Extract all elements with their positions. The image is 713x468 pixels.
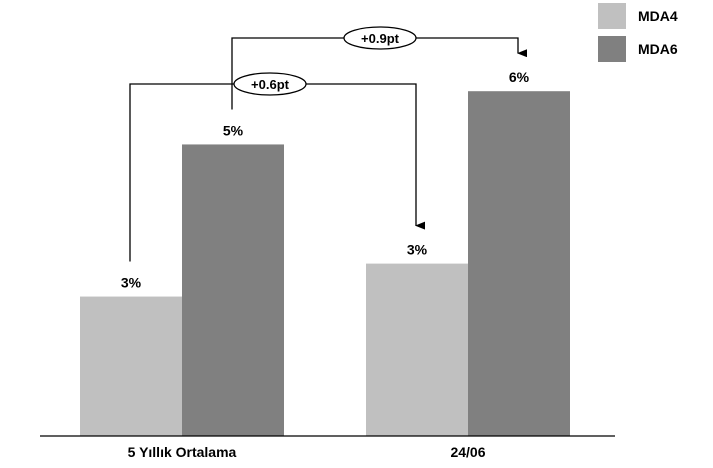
legend: MDA4 MDA6	[598, 3, 678, 69]
legend-swatch	[598, 3, 626, 29]
value-label: 3%	[121, 275, 142, 291]
annotation-label: +0.9pt	[361, 31, 400, 46]
legend-item-mda4: MDA4	[598, 3, 678, 29]
annotation-bubble	[233, 72, 307, 96]
annotation-bubble	[343, 26, 417, 50]
category-label: 5 Yıllık Ortalama	[128, 444, 237, 460]
annotation-label: +0.6pt	[251, 77, 290, 92]
bar-mda4-1	[366, 263, 468, 436]
value-label: 5%	[223, 122, 244, 138]
bar-mda6-0	[182, 144, 284, 437]
value-label: 6%	[509, 69, 530, 85]
legend-swatch	[598, 36, 626, 62]
bar-mda4-0	[80, 296, 182, 436]
bar-mda6-1	[468, 91, 570, 436]
legend-label: MDA4	[638, 8, 678, 24]
legend-label: MDA6	[638, 41, 678, 57]
legend-item-mda6: MDA6	[598, 36, 678, 62]
value-label: 3%	[407, 242, 428, 258]
category-label: 24/06	[450, 444, 485, 460]
